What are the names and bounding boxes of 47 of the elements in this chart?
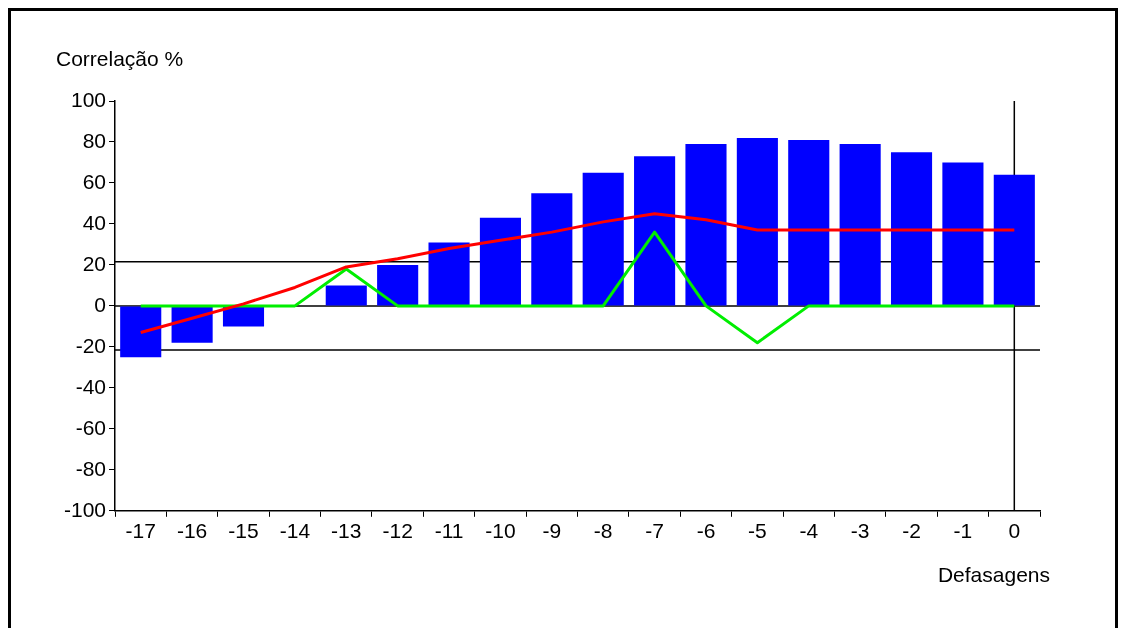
bar [479, 217, 521, 306]
y-tick-label: 0 [94, 292, 107, 316]
x-tick-label: -14 [279, 519, 311, 543]
bar [736, 137, 778, 306]
y-tick-label: -80 [75, 456, 107, 480]
y-tick-label: -20 [75, 333, 107, 357]
bar [377, 264, 419, 306]
x-tick-label: -10 [485, 519, 516, 543]
x-tick-label: -7 [645, 519, 664, 543]
x-tick-label: -11 [434, 519, 464, 543]
y-axis-title: Correlação % [56, 47, 184, 71]
y-tick-label: 20 [82, 251, 107, 275]
x-tick-label: -1 [953, 519, 973, 543]
y-tick-label: 40 [82, 210, 107, 234]
bar [325, 285, 367, 306]
bar [890, 152, 933, 306]
bar [685, 144, 727, 306]
bar [839, 144, 881, 306]
x-tick-label: -4 [799, 519, 819, 543]
x-tick-label: 0 [1008, 519, 1021, 543]
x-tick-label: -9 [542, 519, 562, 543]
y-tick-label: -40 [75, 374, 107, 398]
y-tick-label: 60 [82, 169, 107, 193]
y-tick-label: -100 [64, 497, 107, 521]
x-tick-label: -17 [125, 519, 156, 543]
bar [120, 306, 162, 358]
bar [428, 242, 470, 306]
bar [993, 174, 1035, 306]
y-tick-label: 80 [82, 128, 107, 152]
y-tick-label: 100 [70, 87, 107, 111]
x-tick-label: -5 [748, 519, 767, 543]
bar [634, 156, 676, 306]
bar [582, 172, 624, 306]
x-tick-label: -13 [331, 519, 362, 543]
x-tick-label: -2 [902, 519, 921, 543]
x-tick-label: -8 [593, 519, 613, 543]
x-tick-label: -15 [228, 519, 259, 543]
y-tick-label: -60 [75, 415, 107, 439]
bar [222, 306, 265, 327]
x-axis-title: Defasagens [937, 563, 1050, 587]
x-tick-label: -6 [696, 519, 716, 543]
x-tick-label: -12 [382, 519, 413, 543]
x-tick-label: -3 [850, 519, 870, 543]
bar [531, 193, 573, 306]
bar [942, 162, 984, 306]
x-tick-label: -16 [176, 519, 208, 543]
bar [788, 139, 830, 306]
